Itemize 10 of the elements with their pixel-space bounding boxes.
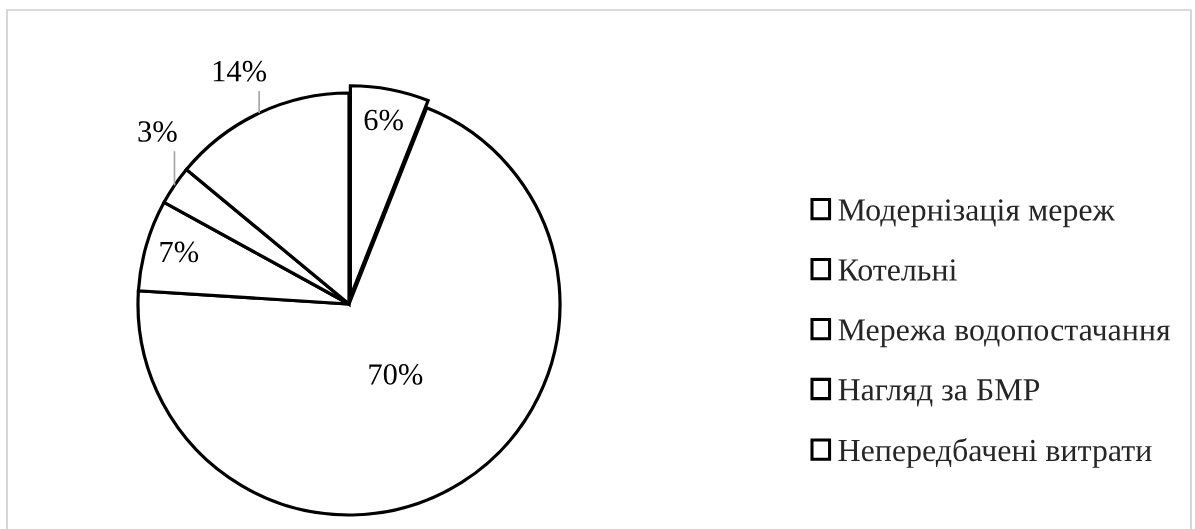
data-label: 3% [138, 121, 177, 142]
legend-label: Котельні [838, 259, 957, 281]
data-label: 14% [213, 60, 267, 82]
legend-label: Мережа водопостачання [838, 319, 1171, 348]
data-label: 7% [160, 241, 199, 263]
legend-label: Модернізація мереж [838, 199, 1115, 228]
data-label: 70% [369, 364, 423, 385]
data-label: 6% [364, 109, 403, 131]
legend-label: Нагляд за БМР [838, 379, 1040, 407]
legend-label: Непередбачені витрати [838, 438, 1152, 468]
